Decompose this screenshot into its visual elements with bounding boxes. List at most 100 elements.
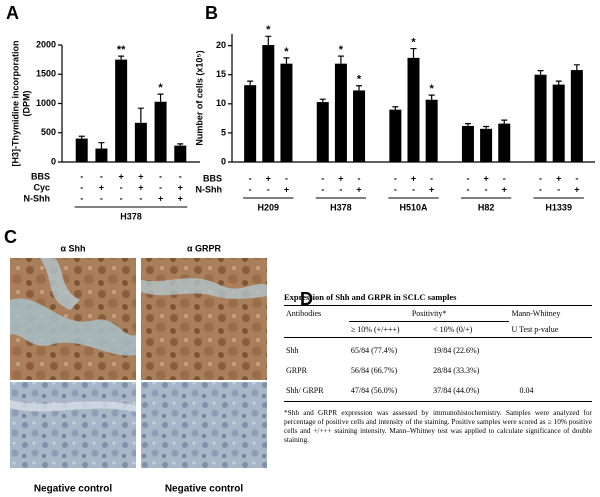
error-bar [501,119,508,124]
bar [134,122,147,162]
y-tick-label: 15 [216,69,226,79]
bar [75,138,88,162]
condition-sign: + [338,173,343,183]
error-bar [265,35,272,46]
cell: 28/84 (33.3%) [433,366,480,375]
cell: 56/84 (66.7%) [350,366,398,375]
error-bar [78,135,85,139]
cell: Shh [286,346,299,355]
error-bar [428,94,435,100]
condition-sign: + [178,193,183,203]
significance-label: * [339,44,344,56]
condition-sign: - [394,184,397,194]
bar [389,109,402,162]
subheader-row: ≥ 10% (+/+++) < 10% (0/+) U Test p-value [284,321,592,338]
header-cell: < 10% (0/+) [431,321,510,338]
error-bar [483,125,490,129]
condition-sign: - [267,184,270,194]
condition-sign: - [80,193,83,203]
error-bar [137,107,144,123]
table: Antibodies Positivity* Mann-Whitney ≥ 10… [284,306,592,402]
header-row: Antibodies Positivity* Mann-Whitney [284,306,592,322]
group-label: H209 [258,202,280,212]
cell: 0.04 [509,378,592,402]
y-tick-label: 10 [216,98,226,108]
panel-label: A [6,3,19,23]
significance-label: * [266,24,271,36]
y-tick-label: 20 [216,40,226,50]
condition-label: Cyc [33,182,50,192]
bar [534,74,547,162]
bar [280,63,293,162]
condition-sign: + [411,173,416,183]
error-bar [247,80,254,86]
condition-label: BBS [31,171,50,181]
condition-sign: - [485,184,488,194]
condition-label: N-Shh [24,193,51,203]
bar [115,59,128,162]
condition-sign: - [80,171,83,181]
significance-label: * [158,82,163,94]
error-bar [464,123,471,126]
error-bar [177,143,184,146]
error-bar [555,80,562,85]
y-tick-label: 1000 [36,98,56,108]
group-label: H1339 [545,202,572,212]
condition-sign: + [158,193,163,203]
condition-label: N-Shh [196,184,223,194]
panel-label: B [205,3,218,23]
row: Shh/ GRPR 47/84 (56.0%) 37/84 (44.0%) 0.… [284,378,592,402]
bar [244,85,257,162]
condition-sign: - [466,173,469,183]
header-cell: Positivity* [348,306,510,322]
header-cell: U Test p-value [509,321,592,338]
condition-sign: + [356,184,361,194]
significance-label: * [411,36,416,48]
condition-sign: - [100,171,103,181]
condition-sign: + [138,182,143,192]
condition-sign: + [266,173,271,183]
condition-sign: + [138,171,143,181]
micrograph [10,258,136,380]
condition-sign: - [430,173,433,183]
column-label: α GRPR [187,243,222,253]
error-bar [118,55,125,60]
condition-sign: + [556,173,561,183]
bar [461,125,474,162]
bar [154,101,167,162]
y-tick-label: 5 [221,127,226,137]
condition-sign: - [159,171,162,181]
error-bar [157,93,164,102]
header-cell: Antibodies [286,309,322,318]
condition-sign: - [503,173,506,183]
condition-sign: - [339,184,342,194]
column-label: α Shh [60,243,85,253]
y-axis-label: [H3]-Thymidine incorporation [10,41,20,167]
panel-label: D [300,289,313,309]
bar [480,128,493,162]
condition-sign: - [575,173,578,183]
table-title: Expression of Shh and GRPR in SCLC sampl… [284,292,592,306]
condition-sign: - [466,184,469,194]
micrograph [10,382,136,468]
condition-sign: + [99,182,104,192]
condition-sign: - [321,173,324,183]
footnote: *Shh and GRPR expression was assessed by… [284,408,592,445]
condition-sign: - [179,171,182,181]
row: GRPR 56/84 (66.7%) 28/84 (33.3%) [284,358,592,378]
condition-sign: + [119,171,124,181]
micrograph [141,382,267,468]
cell: GRPR [286,366,307,375]
y-tick-label: 500 [41,127,56,137]
cell: Shh/ GRPR [284,378,349,402]
error-bar [283,57,290,64]
row: Shh 65/84 (77.4%) 19/84 (22.6%) [284,338,592,359]
error-bar [319,98,326,103]
condition-sign: - [249,184,252,194]
y-tick-label: 2000 [36,39,56,49]
condition-label: BBS [203,173,222,183]
condition-sign: - [80,182,83,192]
row-label: Negative control [34,484,113,495]
